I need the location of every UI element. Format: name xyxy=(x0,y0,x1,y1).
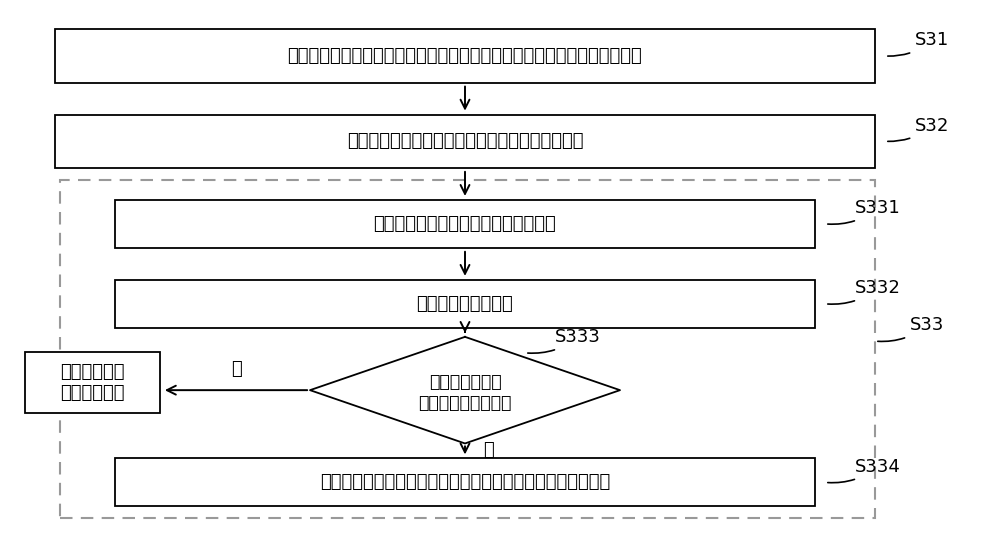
Text: S331: S331 xyxy=(828,199,901,224)
Text: S332: S332 xyxy=(828,279,901,304)
Text: 响应于参数输入指令，获取参数输入指令对应的磁盘阵列参数以及硬盘参数: 响应于参数输入指令，获取参数输入指令对应的磁盘阵列参数以及硬盘参数 xyxy=(288,47,642,65)
Text: 是: 是 xyxy=(483,441,494,459)
Bar xyxy=(115,280,815,328)
Text: 清理硬盘上的
历史执行数据: 清理硬盘上的 历史执行数据 xyxy=(60,363,125,402)
Bar xyxy=(25,352,160,413)
Text: 获取硬盘的工作状态: 获取硬盘的工作状态 xyxy=(417,295,513,313)
Text: 基于目标硬盘信息以及磁盘阵列级别，执行组磁盘阵列的操作: 基于目标硬盘信息以及磁盘阵列级别，执行组磁盘阵列的操作 xyxy=(320,473,610,491)
Bar xyxy=(60,180,875,518)
Bar xyxy=(55,29,875,83)
Text: 状态是否为空闲状态: 状态是否为空闲状态 xyxy=(418,394,512,413)
Text: S33: S33 xyxy=(878,317,944,342)
Text: S31: S31 xyxy=(888,31,949,56)
Polygon shape xyxy=(310,337,620,443)
Bar xyxy=(55,115,875,168)
Text: 基于硬盘参数确定用于组磁盘阵列的目标硬盘信息: 基于硬盘参数确定用于组磁盘阵列的目标硬盘信息 xyxy=(347,132,583,150)
Bar xyxy=(115,458,815,506)
Text: 获取磁盘阵列参数对应的磁盘阵列级别: 获取磁盘阵列参数对应的磁盘阵列级别 xyxy=(374,215,556,233)
Text: S32: S32 xyxy=(888,117,949,141)
Text: S333: S333 xyxy=(528,328,601,353)
Bar xyxy=(115,200,815,248)
Text: 否: 否 xyxy=(231,360,241,378)
Text: 判断硬盘的工作: 判断硬盘的工作 xyxy=(429,373,501,391)
Text: S334: S334 xyxy=(828,458,901,483)
